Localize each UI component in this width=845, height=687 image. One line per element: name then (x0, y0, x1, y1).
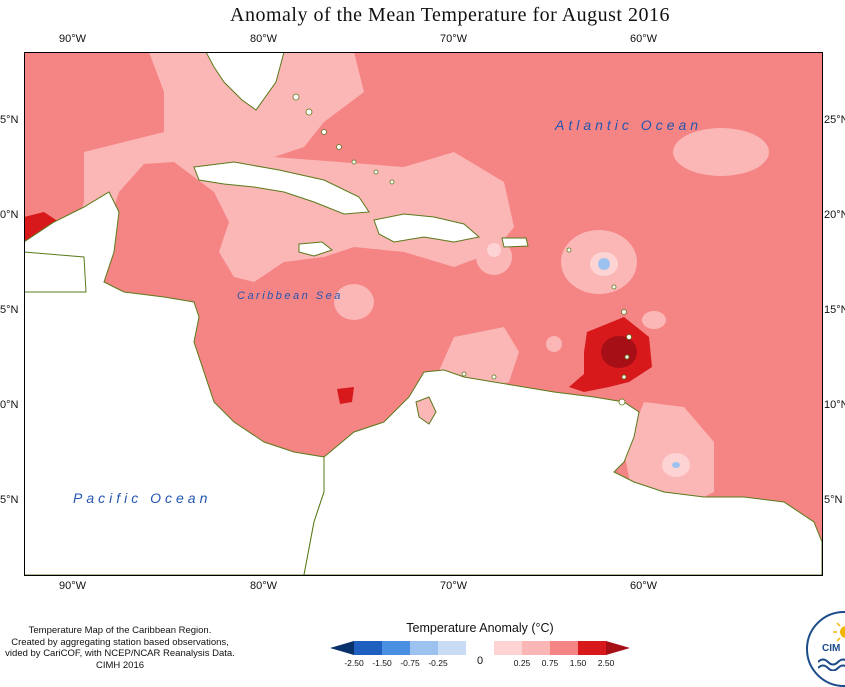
bottom-lon-label: 70°W (440, 580, 468, 592)
right-lat-label: 15°N (824, 304, 845, 316)
left-lat-label: 0°N (0, 209, 19, 221)
bottom-lon-label: 60°W (630, 580, 658, 592)
right-lat-label: 10°N (824, 399, 845, 411)
credit-line: vided by CariCOF, with NCEP/NCAR Reanaly… (5, 648, 235, 659)
top-lon-label: 90°W (59, 33, 87, 45)
legend-title: Temperature Anomaly (°C) (406, 621, 554, 635)
legend-tick-label: -0.25 (428, 658, 448, 668)
jamaica-land (298, 241, 334, 257)
south-america-land (303, 369, 822, 575)
right-lat-label: 25°N (824, 114, 845, 126)
legend-swatch (410, 641, 438, 655)
legend-swatch (494, 641, 522, 655)
top-lon-label: 70°W (440, 33, 468, 45)
landmass-layer (24, 52, 822, 575)
left-lat-label: 5°N (0, 114, 19, 126)
legend-tick-label: -1.50 (372, 658, 392, 668)
legend-tick-label: 1.50 (569, 658, 587, 668)
hispaniola-land (373, 213, 481, 243)
legend-tick-label: 0.75 (541, 658, 559, 668)
legend-tick-label: 0.25 (513, 658, 531, 668)
puerto-rico-land (501, 237, 529, 248)
right-lat-label: 20°N (824, 209, 845, 221)
island-layer (292, 93, 632, 406)
anomaly-zone-negative (598, 258, 680, 468)
bottom-lon-label: 90°W (59, 580, 87, 592)
anomaly-zone-extreme (601, 336, 637, 368)
legend-swatch (550, 641, 578, 655)
legend-tick-label: 0 (476, 655, 484, 667)
bottom-lon-label: 80°W (250, 580, 278, 592)
map-title: Anomaly of the Mean Temperature for Augu… (230, 4, 670, 26)
legend-tick-label: 2.50 (597, 658, 615, 668)
left-lat-label: 5°N (0, 304, 19, 316)
wave-icon (818, 658, 845, 671)
logo-text: CIM (822, 643, 841, 654)
legend-swatch (606, 641, 630, 655)
cimh-logo: CIM (806, 611, 845, 687)
top-lon-label: 60°W (630, 33, 658, 45)
map-svg (24, 52, 822, 575)
top-lon-label: 80°W (250, 33, 278, 45)
legend-colorbar (330, 641, 630, 655)
right-lat-label: 5°N (824, 494, 843, 506)
legend-swatch (522, 641, 550, 655)
cuba-land (193, 161, 370, 215)
legend-swatch (578, 641, 606, 655)
pacific-ocean-label: Pacific Ocean (73, 490, 212, 506)
credit-line: CIMH 2016 (95, 659, 145, 671)
legend-swatch (354, 641, 382, 655)
florida-land (205, 52, 285, 111)
legend-swatch (382, 641, 410, 655)
left-lat-label: 0°N (0, 399, 19, 411)
temperature-anomaly-map (24, 52, 822, 575)
credit-line: Created by aggregating station based obs… (11, 636, 229, 648)
atlantic-ocean-label: Atlantic Ocean (555, 117, 703, 133)
legend-tick-label: -0.75 (400, 658, 420, 668)
legend-swatch (466, 641, 494, 655)
credit-line: Temperature Map of the Caribbean Region. (28, 625, 212, 636)
map-credits: Temperature Map of the Caribbean Region.… (0, 625, 240, 671)
left-lat-label: 5°N (0, 494, 19, 506)
sun-icon (833, 622, 845, 642)
legend-tick-label: -2.50 (344, 658, 364, 668)
legend-swatch (330, 641, 354, 655)
caribbean-sea-label: Caribbean Sea (237, 290, 343, 302)
legend-swatch (438, 641, 466, 655)
